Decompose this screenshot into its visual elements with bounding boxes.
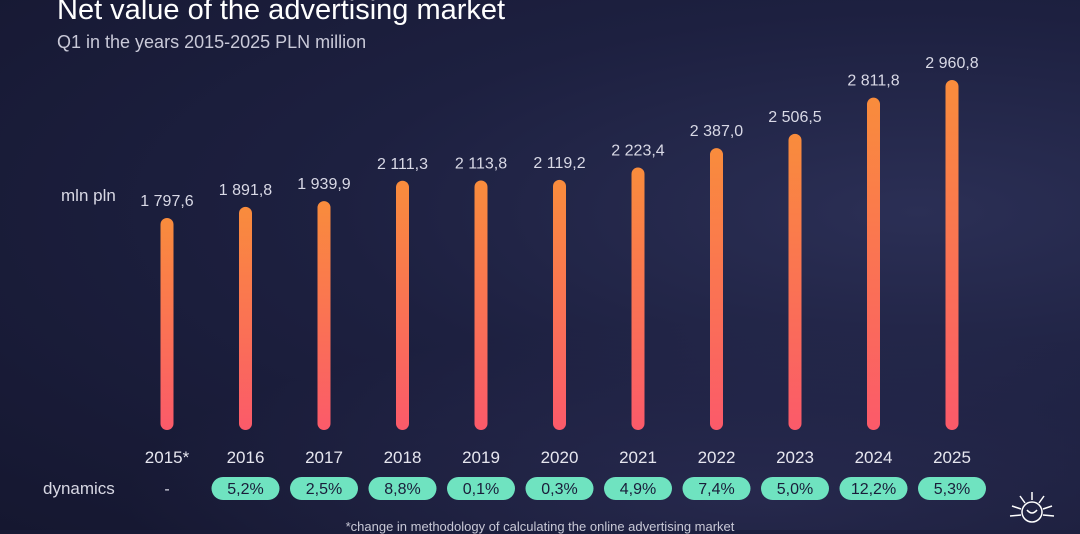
x-tick-label: 2020 <box>541 448 579 467</box>
value-label: 2 111,3 <box>377 156 428 173</box>
bar-2021 <box>631 167 645 431</box>
value-label: 1 891,8 <box>219 182 272 199</box>
bar-2024 <box>867 97 880 431</box>
dynamics-value: 5,2% <box>227 481 263 498</box>
value-label: 2 506,5 <box>768 109 821 126</box>
value-label: 1 939,9 <box>297 176 350 193</box>
dynamics-value: 5,0% <box>777 481 813 498</box>
x-tick-label: 2023 <box>776 448 814 467</box>
dynamics-pill <box>604 477 672 500</box>
dynamics-value: 0,3% <box>541 481 577 498</box>
chart-subtitle: Q1 in the years 2015-2025 PLN million <box>57 32 367 52</box>
x-tick-label: 2025 <box>933 448 971 467</box>
dynamics-pill <box>839 477 908 500</box>
dynamics-pill <box>761 477 829 500</box>
dynamics-value: - <box>164 481 169 498</box>
value-label: 1 797,6 <box>140 193 193 210</box>
bar-2016 <box>239 206 252 430</box>
dynamics-value: 4,9% <box>620 481 656 498</box>
bar-2022 <box>710 148 723 430</box>
x-tick-label: 2019 <box>462 448 500 467</box>
unit-label: mln pln <box>61 186 116 205</box>
dynamics-value: 7,4% <box>698 481 734 498</box>
x-tick-label: 2016 <box>227 448 265 467</box>
footnote: *change in methodology of calculating th… <box>345 519 735 534</box>
bar-2020 <box>553 179 566 430</box>
value-label: 2 113,8 <box>455 155 507 172</box>
x-tick-label: 2022 <box>698 448 736 467</box>
dynamics-value: 5,3% <box>934 481 970 498</box>
value-label: 2 811,8 <box>847 73 899 90</box>
value-label: 2 960,8 <box>925 55 978 72</box>
dynamics-value: 12,2% <box>851 481 896 498</box>
dynamics-pill <box>918 477 986 500</box>
dynamics-pill <box>368 477 437 500</box>
value-label: 2 223,4 <box>611 142 664 159</box>
dynamics-pill <box>682 477 751 500</box>
value-label: 2 387,0 <box>690 123 743 140</box>
bar-2025 <box>945 80 959 430</box>
background-wave <box>0 200 1080 530</box>
dynamics-value: 0,1% <box>463 481 499 498</box>
chart-title: Net value of the advertising market <box>57 0 506 26</box>
dynamics-value: 8,8% <box>384 481 420 498</box>
dynamics-pill <box>525 477 594 500</box>
x-tick-label: 2021 <box>619 448 657 467</box>
value-label: 2 119,2 <box>533 155 585 172</box>
x-tick-label: 2017 <box>305 448 343 467</box>
bar-2015 <box>160 218 174 430</box>
bar-2017 <box>317 201 331 430</box>
x-tick-label: 2015* <box>145 448 190 467</box>
bar-2018 <box>396 180 409 430</box>
x-tick-label: 2018 <box>384 448 422 467</box>
dynamics-pill <box>290 477 358 500</box>
dynamics-label: dynamics <box>43 479 115 498</box>
dynamics-value: 2,5% <box>306 481 342 498</box>
bar-2019 <box>474 180 488 430</box>
publicis-lion-logo <box>1009 492 1055 523</box>
bar-2023 <box>788 133 802 431</box>
dynamics-pill <box>447 477 515 500</box>
dynamics-pill <box>211 477 280 500</box>
x-tick-label: 2024 <box>855 448 893 467</box>
